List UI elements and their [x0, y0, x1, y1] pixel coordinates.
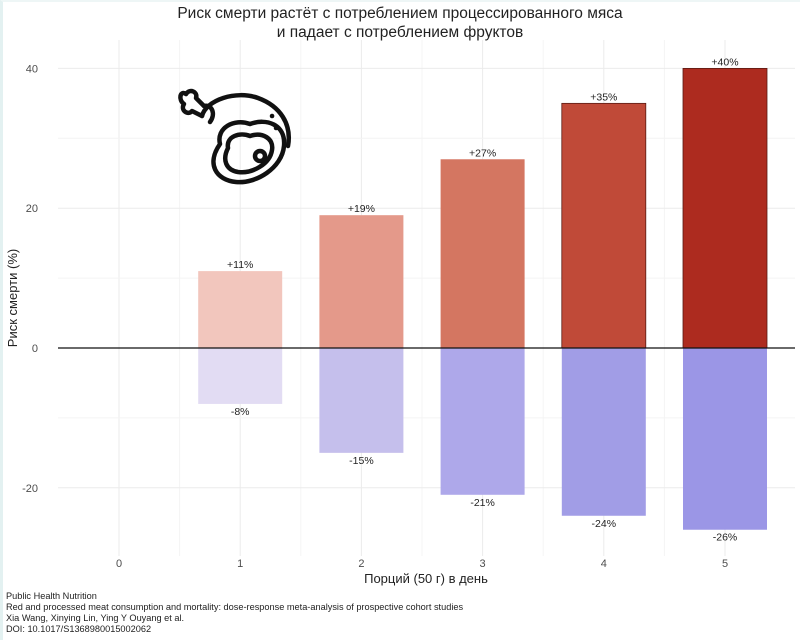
bar-positive [440, 159, 525, 348]
bar-negative [198, 348, 283, 404]
data-label: +27% [469, 147, 496, 159]
bar-negative [561, 348, 646, 516]
x-tick-label: 5 [722, 558, 728, 570]
data-label: -8% [231, 406, 250, 418]
chart-title: Риск смерти растёт с потреблением процес… [0, 4, 800, 42]
chart-title-line-1: Риск смерти растёт с потреблением процес… [177, 5, 623, 22]
source-article: Red and processed meat consumption and m… [6, 602, 464, 612]
chart-title-line-2: и падает с потреблением фруктов [276, 24, 524, 41]
source-doi: DOI: 10.1017/S1368980015002062 [6, 624, 152, 634]
x-tick-label: 4 [601, 558, 607, 570]
y-tick-label: -20 [22, 483, 38, 495]
bar-negative [683, 348, 767, 530]
data-label: +19% [348, 203, 375, 215]
data-label: -26% [713, 532, 738, 544]
source-citation: Public Health Nutrition Red and processe… [6, 591, 463, 635]
bar-positive [682, 68, 768, 349]
source-journal: Public Health Nutrition [6, 591, 97, 601]
x-tick-label: 0 [116, 558, 122, 570]
bar-positive [319, 215, 404, 348]
x-tick-label: 2 [358, 558, 364, 570]
data-label: -15% [349, 455, 374, 467]
bar-positive [561, 102, 647, 349]
x-tick-label: 3 [480, 558, 486, 570]
data-label: -21% [470, 497, 495, 509]
x-axis-title: Порций (50 г) в день [364, 571, 488, 586]
x-tick-label: 1 [237, 558, 243, 570]
y-tick-label: 40 [26, 63, 38, 75]
y-axis-title: Риск смерти (%) [5, 249, 20, 347]
y-tick-label: 0 [32, 343, 38, 355]
data-label: +11% [227, 259, 253, 271]
data-label: +40% [711, 56, 738, 68]
bar-positive [198, 271, 283, 348]
source-authors: Xia Wang, Xinying Lin, Ying Y Ouyang et … [6, 613, 185, 623]
y-tick-label: 20 [26, 203, 38, 215]
bar-negative [440, 348, 525, 495]
bar-negative [319, 348, 404, 453]
data-label: +35% [590, 91, 617, 103]
meat-icon [178, 88, 291, 185]
data-label: -24% [592, 518, 617, 530]
